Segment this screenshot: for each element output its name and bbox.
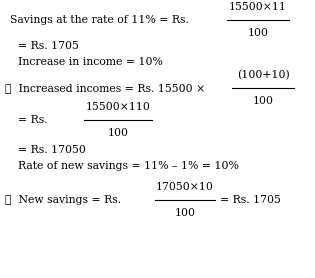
Text: Rate of new savings = 11% – 1% = 10%: Rate of new savings = 11% – 1% = 10% <box>18 161 239 171</box>
Text: (100+10): (100+10) <box>237 70 289 80</box>
Text: Savings at the rate of 11% = Rs.: Savings at the rate of 11% = Rs. <box>10 15 189 25</box>
Text: 15500×11: 15500×11 <box>229 2 287 12</box>
Text: 15500×110: 15500×110 <box>86 102 151 112</box>
Text: = Rs. 17050: = Rs. 17050 <box>18 145 86 155</box>
Text: 100: 100 <box>248 28 268 38</box>
Text: = Rs. 1705: = Rs. 1705 <box>220 195 281 205</box>
Text: 17050×10: 17050×10 <box>156 182 214 192</box>
Text: 100: 100 <box>107 128 129 138</box>
Text: = Rs.: = Rs. <box>18 115 48 125</box>
Text: 100: 100 <box>175 208 196 218</box>
Text: Increase in income = 10%: Increase in income = 10% <box>18 57 163 67</box>
Text: = Rs. 1705: = Rs. 1705 <box>18 41 79 51</box>
Text: ∴  New savings = Rs.: ∴ New savings = Rs. <box>5 195 121 205</box>
Text: ∴  Increased incomes = Rs. 15500 ×: ∴ Increased incomes = Rs. 15500 × <box>5 83 205 93</box>
Text: 100: 100 <box>253 96 273 106</box>
